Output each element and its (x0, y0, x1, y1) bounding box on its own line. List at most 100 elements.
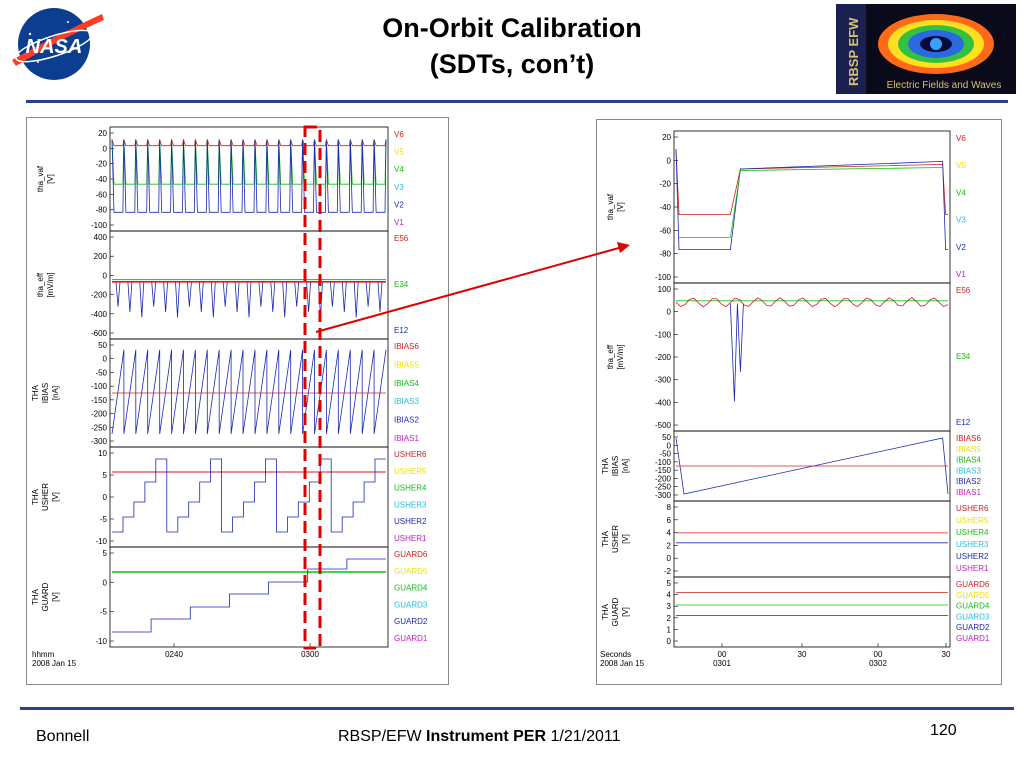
y-axis-label: THA (31, 488, 40, 505)
y-tick-label: 400 (94, 233, 108, 242)
y-tick-label: -400 (655, 398, 672, 407)
footer-suffix: 1/21/2011 (546, 728, 621, 745)
y-tick-label: -250 (91, 423, 108, 432)
y-tick-label: -100 (655, 458, 672, 467)
y-tick-label: 4 (667, 591, 672, 600)
highlight-box (303, 125, 322, 650)
legend-ibias1: IBIAS1 (394, 434, 419, 443)
legend-ibias2: IBIAS2 (394, 416, 419, 425)
legend-usher5: USHER5 (394, 467, 427, 476)
y-axis-label: [V] (51, 592, 60, 602)
legend-usher6: USHER6 (956, 504, 989, 513)
legend-v6: V6 (956, 134, 966, 143)
legend-v2: V2 (394, 200, 404, 209)
legend-ibias5: IBIAS5 (394, 360, 419, 369)
legend-v5: V5 (394, 148, 404, 157)
legend-usher1: USHER1 (956, 564, 989, 573)
y-axis-label: tha_vaf (36, 165, 45, 192)
y-tick-label: -200 (91, 410, 108, 419)
legend-v3: V3 (394, 183, 404, 192)
legend-guard2: GUARD2 (394, 617, 428, 626)
legend-e56: E56 (394, 234, 409, 243)
y-axis-label: [V] (621, 607, 630, 617)
y-tick-label: -60 (95, 190, 107, 199)
x-tick-label: 00 (874, 650, 883, 659)
y-tick-label: -200 (655, 474, 672, 483)
y-tick-label: 20 (98, 129, 107, 138)
trace-vaf (111, 139, 387, 147)
rbsp-side-text: RBSP EFW (846, 17, 861, 86)
legend-e56: E56 (956, 286, 971, 295)
y-tick-label: 20 (662, 133, 671, 142)
y-axis-label: THA (31, 384, 40, 401)
y-axis-label: GUARD (41, 582, 50, 611)
header-rule (26, 100, 1008, 103)
y-tick-label: 8 (667, 503, 672, 512)
y-tick-label: -400 (91, 310, 108, 319)
y-tick-label: -100 (91, 221, 108, 230)
y-tick-label: 0 (667, 156, 672, 165)
legend-ibias6: IBIAS6 (956, 434, 981, 443)
y-axis-label: [nA] (621, 459, 630, 473)
x-tick-label: 0301 (713, 659, 731, 668)
rbsp-efw-logo: RBSP EFW Electric Fields and Waves (836, 4, 1016, 94)
trace-e56 (675, 297, 949, 308)
footer-center: RBSP/EFW Instrument PER 1/21/2011 (338, 728, 620, 746)
legend-v4: V4 (956, 188, 966, 197)
legend-v1: V1 (394, 218, 404, 227)
footer-author: Bonnell (36, 728, 90, 745)
legend-ibias3: IBIAS3 (956, 466, 981, 475)
y-tick-label: 50 (98, 341, 107, 350)
legend-guard5: GUARD5 (956, 591, 990, 600)
y-axis-label: [V] (621, 534, 630, 544)
legend-guard4: GUARD4 (956, 602, 990, 611)
y-tick-label: 2 (667, 614, 672, 623)
legend-v6: V6 (394, 130, 404, 139)
y-tick-label: -2 (664, 567, 672, 576)
y-axis-label: USHER (41, 483, 50, 511)
trace-usher (112, 458, 386, 533)
legend-usher2: USHER2 (956, 552, 989, 561)
trace-v4 (679, 167, 943, 238)
trace-v2 (675, 149, 948, 250)
title-line-2: (SDTs, con’t) (429, 49, 595, 79)
y-tick-label: -200 (91, 291, 108, 300)
title-line-1: On-Orbit Calibration (382, 13, 642, 43)
legend-usher3: USHER3 (394, 500, 427, 509)
x-axis-date-label: 2008 Jan 15 (32, 659, 77, 668)
y-tick-label: -10 (95, 637, 107, 646)
trace-ibias (111, 349, 387, 435)
y-axis-label: tha_vaf (606, 193, 615, 220)
y-tick-label: -5 (100, 608, 108, 617)
rbsp-caption: Electric Fields and Waves (887, 80, 1002, 91)
y-tick-label: -200 (655, 353, 672, 362)
nasa-logo: NASA (12, 8, 104, 80)
legend-e34: E34 (956, 352, 971, 361)
y-tick-label: 200 (94, 252, 108, 261)
y-axis-label: THA (31, 588, 40, 605)
y-tick-label: 0 (103, 493, 108, 502)
y-tick-label: 0 (103, 578, 108, 587)
legend-guard6: GUARD6 (956, 580, 990, 589)
legend-usher6: USHER6 (394, 450, 427, 459)
y-axis-label: tha_eff (606, 344, 615, 369)
legend-v3: V3 (956, 216, 966, 225)
y-tick-label: -600 (91, 329, 108, 338)
legend-ibias4: IBIAS4 (956, 456, 981, 465)
legend-v4: V4 (394, 165, 404, 174)
y-tick-label: -100 (655, 330, 672, 339)
y-tick-label: -150 (91, 396, 108, 405)
y-tick-label: -20 (659, 180, 671, 189)
zoom-arrow-head (617, 242, 630, 253)
legend-v2: V2 (956, 243, 966, 252)
y-tick-label: 0 (667, 441, 672, 450)
legend-e12: E12 (394, 326, 409, 335)
right-chart-frame (596, 119, 1002, 685)
y-tick-label: -500 (655, 421, 672, 430)
legend-ibias4: IBIAS4 (394, 379, 419, 388)
y-tick-label: 3 (667, 602, 672, 611)
x-tick-label: 0302 (869, 659, 887, 668)
legend-usher2: USHER2 (394, 517, 427, 526)
legend-guard3: GUARD3 (394, 600, 428, 609)
y-tick-label: 100 (658, 285, 672, 294)
